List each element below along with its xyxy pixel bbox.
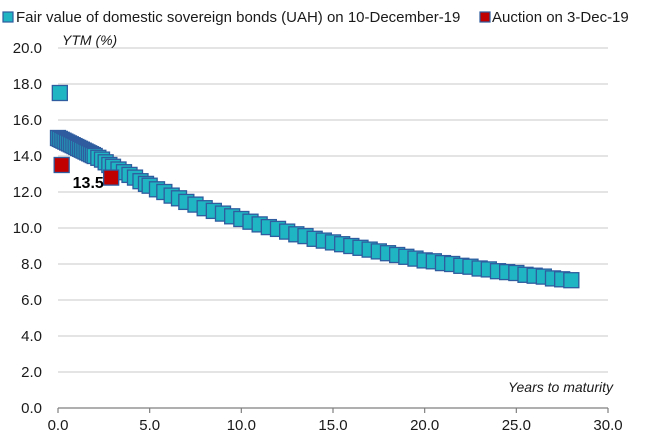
y-tick-label: 0.0: [21, 400, 42, 417]
x-tick-label: 30.0: [593, 417, 622, 434]
y-tick-label: 8.0: [21, 256, 42, 273]
series-auction: [53, 156, 120, 186]
y-tick-label: 18.0: [13, 76, 42, 93]
y-axis-title: YTM (%): [62, 32, 117, 48]
legend-swatch-fair-value: [2, 11, 14, 23]
y-axis-ticks: 0.0 2.0 4.0 6.0 8.0 10.0 12.0 14.0 16.0 18.0 20.0: [13, 40, 42, 417]
x-axis-title: Years to maturity: [508, 379, 614, 395]
legend-label-auction: Auction on 3-Dec-19: [492, 9, 629, 26]
x-tick-label: 5.0: [139, 417, 160, 434]
auction-point: [53, 156, 70, 174]
gridlines: [58, 47, 608, 373]
y-tick-label: 6.0: [21, 292, 42, 309]
legend-swatch-auction: [479, 11, 491, 23]
legend-label-fair-value: Fair value of domestic sovereign bonds (…: [16, 9, 460, 26]
x-tick-label: 10.0: [227, 417, 256, 434]
y-tick-label: 4.0: [21, 328, 42, 345]
fair-value-point: [563, 272, 580, 289]
data-labels: 13.5: [73, 175, 104, 192]
series-fair-value: [49, 84, 580, 289]
y-tick-label: 16.0: [13, 112, 42, 129]
y-tick-label: 12.0: [13, 184, 42, 201]
y-tick-label: 2.0: [21, 364, 42, 381]
legend: Fair value of domestic sovereign bonds (…: [2, 9, 629, 26]
fair-value-point: [51, 84, 68, 102]
y-tick-label: 14.0: [13, 148, 42, 165]
y-tick-label: 10.0: [13, 220, 42, 237]
y-tick-label: 20.0: [13, 40, 42, 57]
auction-data-label: 13.5: [73, 175, 104, 192]
x-tick-label: 20.0: [410, 417, 439, 434]
x-tick-label: 0.0: [48, 417, 69, 434]
x-tick-label: 25.0: [502, 417, 531, 434]
auction-point: [103, 169, 120, 186]
x-axis: 0.0 5.0 10.0 15.0 20.0 25.0 30.0: [48, 407, 623, 434]
x-tick-label: 15.0: [318, 417, 347, 434]
